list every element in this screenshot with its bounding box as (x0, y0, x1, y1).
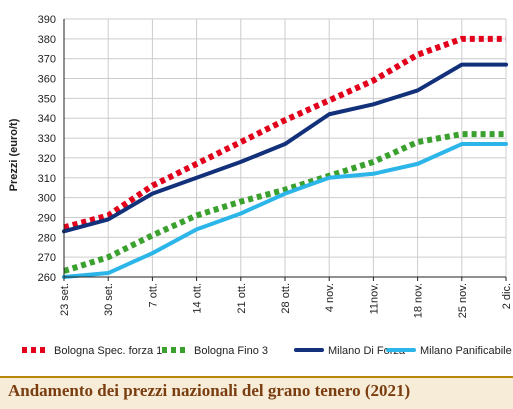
y-tick-label: 260 (38, 272, 56, 284)
y-tick-label: 350 (38, 93, 56, 105)
chart-series (62, 35, 508, 279)
series-line-2 (63, 131, 506, 274)
legend-label-4: Milano Panificabile (420, 345, 512, 357)
x-tick-label: 30 set. (103, 283, 115, 316)
y-axis-label: Prezzi (euro/t) (8, 118, 20, 191)
y-tick-label: 270 (38, 252, 56, 264)
x-tick-label: 25 nov. (457, 283, 469, 318)
x-tick-label: 11nov. (368, 283, 380, 314)
x-tick-label: 4 nov. (324, 283, 336, 312)
y-tick-label: 290 (38, 212, 56, 224)
series-line-3 (62, 62, 508, 234)
x-tick-label: 7 ott. (147, 283, 159, 307)
price-line-chart: 260 270 280 290 300 310 320 330 340 350 360 370 380 3… (8, 14, 513, 357)
x-tick-label: 18 nov. (413, 283, 425, 318)
footer-banner: Andamento dei prezzi nazionali del grano… (0, 376, 513, 409)
chart-legend: Bologna Spec. forza 1 Bologna Fino 3 Milan… (22, 345, 512, 357)
chart-axes: 260 270 280 290 300 310 320 330 340 350 360 370 380 3… (38, 14, 513, 318)
series-line-1 (63, 35, 506, 231)
x-tick-label: 21 ott. (236, 283, 248, 314)
y-tick-label: 330 (38, 133, 56, 145)
legend-label-3: Milano Di Forza (328, 345, 406, 357)
series-line-4 (62, 142, 508, 279)
y-tick-label: 380 (38, 34, 56, 46)
chart-grid (64, 18, 507, 278)
y-tick-label: 280 (38, 232, 56, 244)
x-tick-label: 14 ott. (192, 283, 204, 314)
y-tick-label: 360 (38, 74, 56, 86)
x-tick-label: 28 ott. (280, 283, 292, 314)
y-tick-label: 370 (38, 54, 56, 66)
y-tick-label: 340 (38, 113, 56, 125)
x-tick-label: 2 dic. (501, 283, 513, 309)
y-tick-label: 300 (38, 193, 56, 205)
chart-title: Andamento dei prezzi nazionali del grano… (8, 381, 411, 400)
y-tick-label: 390 (38, 14, 56, 26)
y-tick-label: 310 (38, 173, 56, 185)
legend-label-1: Bologna Spec. forza 1 (54, 345, 162, 357)
x-tick-label: 23 set. (59, 283, 71, 316)
legend-label-2: Bologna Fino 3 (194, 345, 268, 357)
y-tick-label: 320 (38, 153, 56, 165)
